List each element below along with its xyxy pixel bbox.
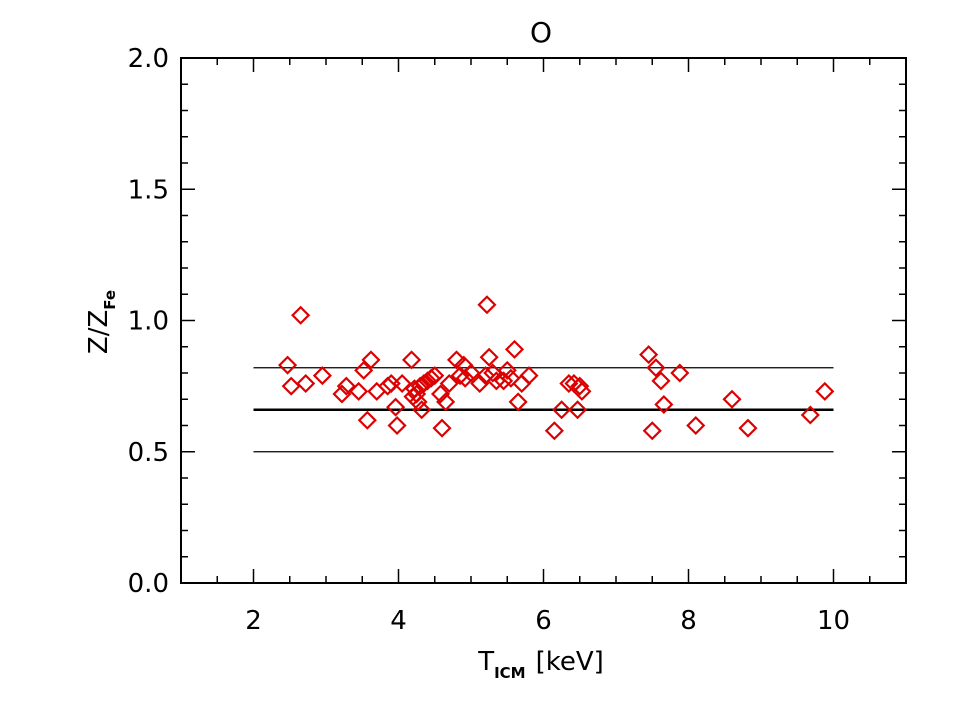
data-point-diamond [278, 355, 298, 375]
data-point-diamond [439, 373, 459, 394]
y-tick-label: 1.5 [128, 175, 169, 205]
data-point-diamond [386, 397, 406, 417]
data-point-diamond [800, 405, 820, 425]
y-tick-label: 1.0 [128, 307, 169, 337]
data-point-diamond [572, 381, 592, 401]
y-axis-label-main: Z/Z [84, 310, 114, 354]
data-point-diamond [670, 363, 690, 383]
x-tick-label: 4 [390, 606, 407, 636]
reference-lines [253, 367, 834, 453]
data-point-diamond [430, 384, 451, 404]
data-point-diamond [436, 392, 456, 412]
data-point-diamond [336, 376, 356, 396]
y-axis-label-sub: Fe [101, 290, 119, 310]
x-axis-ticks: 2 4 6 8 10 [180, 58, 907, 636]
data-point-diamond [425, 366, 445, 386]
data-point-diamond [349, 381, 369, 401]
data-point-diamond [332, 384, 352, 404]
data-point-diamond [544, 421, 564, 441]
data-point-diamond [312, 366, 332, 386]
data-point-diamond [408, 392, 428, 412]
data-point-diamond [559, 373, 579, 394]
data-point-diamond [642, 421, 662, 441]
data-point-diamond [412, 400, 432, 420]
data-point-diamond [497, 360, 517, 380]
data-point-diamond [686, 415, 706, 436]
data-point-diamond [401, 350, 422, 370]
y-axis-ticks: 0.0 0.5 1.0 1.5 2.0 [128, 44, 906, 599]
data-point-diamond [570, 376, 590, 396]
y-axis-label: Z/ZFe [84, 290, 119, 354]
x-tick-label: 10 [817, 606, 850, 636]
data-point-diamond [455, 368, 475, 388]
x-tick-label: 6 [535, 606, 552, 636]
data-point-diamond [646, 358, 666, 378]
data-point-diamond [296, 373, 316, 394]
x-axis-label-sub: ICM [494, 664, 526, 682]
data-point-diamond [568, 400, 588, 420]
y-tick-label: 0.5 [128, 438, 169, 468]
y-tick-label: 0.0 [128, 569, 169, 599]
data-point-diamond [738, 418, 758, 438]
data-points [278, 295, 835, 441]
data-point-diamond [446, 350, 467, 370]
data-point-diamond [387, 415, 407, 436]
x-tick-label: 2 [245, 606, 262, 636]
x-tick-label: 8 [680, 606, 697, 636]
x-axis-label-unit: [keV] [536, 647, 604, 677]
data-point-diamond [291, 305, 311, 325]
data-point-diamond [361, 350, 381, 370]
data-point-diamond [508, 392, 528, 412]
data-point-diamond [519, 366, 539, 386]
data-point-diamond [392, 373, 412, 394]
data-point-diamond [504, 339, 525, 359]
data-point-diamond [501, 368, 521, 388]
data-point-diamond [475, 366, 496, 386]
data-point-diamond [654, 394, 674, 415]
x-axis-label: TICM [keV] [477, 647, 604, 682]
data-point-diamond [470, 373, 490, 394]
data-point-diamond [479, 347, 499, 367]
x-axis-label-main: T [477, 647, 494, 677]
data-point-diamond [357, 410, 377, 430]
data-point-diamond [639, 345, 659, 365]
data-point-diamond [552, 400, 572, 420]
data-point-diamond [815, 381, 835, 401]
data-point-diamond [354, 360, 374, 380]
data-point-diamond [461, 363, 481, 383]
data-point-diamond [477, 295, 497, 315]
data-point-diamond [651, 371, 671, 391]
y-tick-label: 2.0 [128, 44, 169, 74]
chart-title: O [530, 16, 552, 49]
data-point-diamond [722, 389, 742, 409]
data-point-diamond [432, 418, 452, 438]
